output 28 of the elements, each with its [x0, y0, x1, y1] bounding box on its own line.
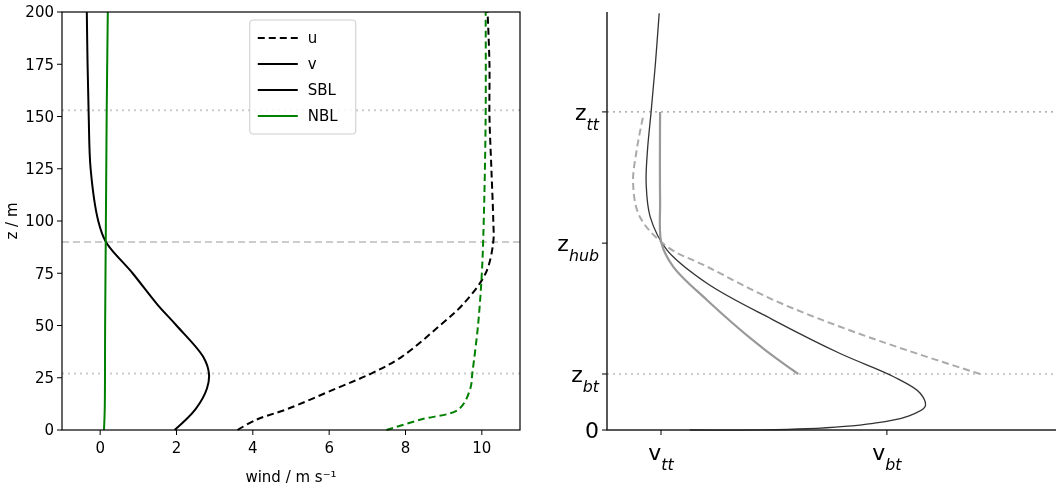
y-tick-label: 0	[44, 421, 54, 440]
x-tick-label: 4	[248, 439, 258, 457]
line-series	[385, 11, 487, 431]
line-series	[102, 11, 109, 431]
legend-label: SBL	[307, 81, 337, 99]
y-tick-label: 200	[25, 3, 54, 22]
x-tick-label: 10	[472, 439, 492, 457]
text: z$_{hub}$	[557, 230, 599, 265]
text: v$_{bt}$	[872, 440, 903, 474]
y-tick-label: 125	[25, 160, 54, 178]
x-tick-label: 0	[95, 439, 105, 457]
y-tick-label: 100	[25, 212, 54, 231]
y-tick-label: 25	[34, 369, 54, 387]
y-tick-label: 175	[25, 55, 54, 74]
x-tick-label: 6	[324, 439, 334, 457]
text: z$_{bt}$	[571, 361, 600, 396]
y-axis-title: z / m	[3, 202, 21, 240]
y-tick-label: 150	[25, 107, 54, 126]
text: v$_{tt}$	[648, 440, 675, 474]
text: z$_{tt}$	[575, 99, 600, 134]
legend-label: u	[307, 29, 318, 47]
x-axis-title: wind / m s⁻¹	[245, 468, 337, 486]
annotation: v	[307, 55, 317, 73]
y-tick-label: 50	[34, 316, 54, 335]
x-tick-label: 2	[171, 439, 182, 457]
x-tick-label: 8	[400, 439, 411, 457]
legend-label: NBL	[307, 107, 339, 125]
y-tick-label: 75	[34, 264, 54, 283]
